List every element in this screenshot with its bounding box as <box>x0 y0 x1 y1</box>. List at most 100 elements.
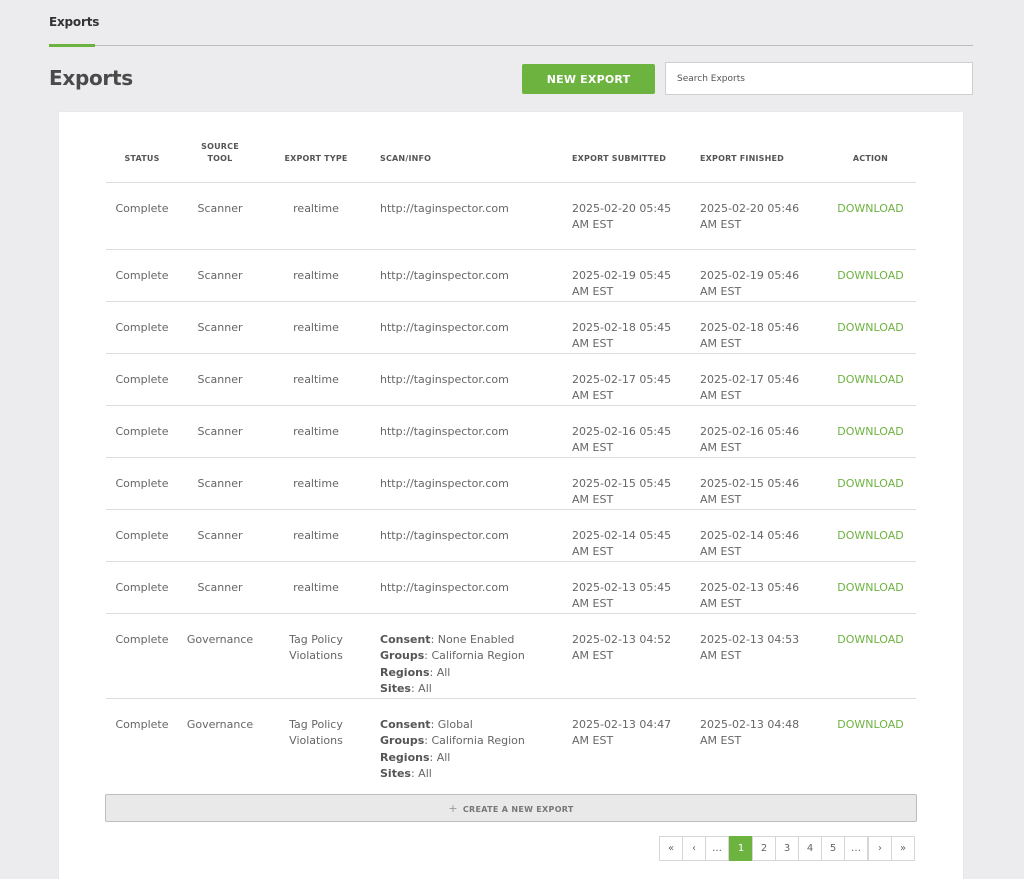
download-link[interactable]: DOWNLOAD <box>837 320 904 334</box>
cell-export-finished: 2025-02-16 05:46 AM EST <box>700 405 825 458</box>
cell-export-finished: 2025-02-13 04:48 AM EST <box>700 698 825 783</box>
cell-source-tool: Governance <box>186 717 254 731</box>
download-link[interactable]: DOWNLOAD <box>837 424 904 438</box>
download-link[interactable]: DOWNLOAD <box>837 528 904 542</box>
table-row: Complete Scanner realtime http://taginspect… <box>106 457 916 510</box>
export-finished-line: 2025-02-13 05:46 <box>700 580 800 594</box>
cell-scan-info: http://taginspector.com <box>370 353 572 406</box>
export-submitted-line: 2025-02-16 05:45 <box>572 424 672 438</box>
page-prev-button[interactable]: ‹ <box>682 836 706 861</box>
info-field-label: Regions <box>380 665 430 679</box>
header-source-line1: SOURCE <box>201 141 239 151</box>
export-finished-line: 2025-02-18 05:46 <box>700 320 800 334</box>
page-last-button[interactable]: » <box>891 836 915 861</box>
cell-export-finished: 2025-02-20 05:46 AM EST <box>700 182 825 250</box>
info-field: Sites: All <box>380 681 572 698</box>
info-field-value: : California Region <box>424 649 525 662</box>
export-finished-line: 2025-02-20 05:46 <box>700 201 800 215</box>
new-export-button[interactable]: NEW EXPORT <box>522 64 655 94</box>
cell-action: DOWNLOAD <box>825 301 916 354</box>
cell-export-type: realtime <box>262 301 370 354</box>
cell-export-type: realtime <box>262 405 370 458</box>
info-field-label: Sites <box>380 682 411 695</box>
export-submitted-line: AM EST <box>572 218 614 231</box>
header-export-submitted: EXPORT SUBMITTED <box>572 136 700 183</box>
cell-export-submitted: 2025-02-14 05:45 AM EST <box>572 509 700 562</box>
create-new-export-label: CREATE A NEW EXPORT <box>462 804 574 814</box>
cell-action: DOWNLOAD <box>825 182 916 250</box>
cell-action: DOWNLOAD <box>825 509 916 562</box>
scan-url: http://taginspector.com <box>380 476 509 490</box>
download-link[interactable]: DOWNLOAD <box>837 580 904 594</box>
table-row: Complete Scanner realtime http://taginspect… <box>106 561 916 614</box>
page-3-button[interactable]: 3 <box>775 836 799 861</box>
export-type-line: realtime <box>293 201 339 215</box>
cell-source-tool: Scanner <box>178 509 262 562</box>
export-submitted-line: 2025-02-17 05:45 <box>572 372 672 386</box>
cell-export-submitted: 2025-02-18 05:45 AM EST <box>572 301 700 354</box>
cell-export-finished: 2025-02-17 05:46 AM EST <box>700 353 825 406</box>
download-link[interactable]: DOWNLOAD <box>837 201 904 215</box>
export-finished-line: AM EST <box>700 337 742 350</box>
page-next-button[interactable]: › <box>868 836 892 861</box>
export-submitted-line: AM EST <box>572 441 614 454</box>
page-5-button[interactable]: 5 <box>821 836 845 861</box>
export-type-line: realtime <box>293 320 339 334</box>
export-finished-line: AM EST <box>700 441 742 454</box>
info-field-value: : All <box>429 750 451 764</box>
export-finished-line: 2025-02-14 05:46 <box>700 528 800 542</box>
cell-source-tool: Scanner <box>178 457 262 510</box>
page-first-button[interactable]: « <box>659 836 683 861</box>
info-field-value: : None Enabled <box>430 632 515 646</box>
download-link[interactable]: DOWNLOAD <box>837 717 904 731</box>
cell-export-submitted: 2025-02-13 04:47 AM EST <box>572 698 700 783</box>
export-finished-line: AM EST <box>700 545 742 558</box>
cell-action: DOWNLOAD <box>825 353 916 406</box>
export-finished-line: AM EST <box>700 734 742 747</box>
export-submitted-line: AM EST <box>572 389 614 402</box>
export-submitted-line: AM EST <box>572 649 614 662</box>
cell-source-tool: Scanner <box>178 405 262 458</box>
tab-exports[interactable]: Exports <box>49 15 99 47</box>
page-1-button[interactable]: 1 <box>729 836 753 861</box>
cell-export-type: realtime <box>262 249 370 302</box>
info-field-label: Groups <box>380 649 425 662</box>
export-finished-line: 2025-02-13 04:48 <box>700 717 800 731</box>
download-link[interactable]: DOWNLOAD <box>837 476 904 490</box>
cell-scan-info: http://taginspector.com <box>370 405 572 458</box>
cell-status: Complete <box>106 182 178 250</box>
active-tab-indicator <box>49 44 95 47</box>
cell-export-finished: 2025-02-13 05:46 AM EST <box>700 561 825 614</box>
cell-action: DOWNLOAD <box>825 249 916 302</box>
export-finished-line: AM EST <box>700 649 742 662</box>
create-new-export-button[interactable]: + CREATE A NEW EXPORT <box>105 794 917 822</box>
cell-export-submitted: 2025-02-20 05:45 AM EST <box>572 182 700 250</box>
export-finished-line: 2025-02-15 05:46 <box>700 476 800 490</box>
header-status: STATUS <box>106 136 178 183</box>
scan-url: http://taginspector.com <box>380 201 509 215</box>
info-field: Consent: None Enabled <box>380 632 572 649</box>
page-ellipsis-end: … <box>844 836 868 861</box>
cell-action: DOWNLOAD <box>825 457 916 510</box>
cell-source-tool: Scanner <box>178 561 262 614</box>
cell-source-tool: Governance <box>178 613 262 699</box>
download-link[interactable]: DOWNLOAD <box>837 268 904 282</box>
cell-scan-info: Consent: None Enabled Groups: California … <box>370 613 572 699</box>
table-row: Complete Governance Tag Policy Violations Co… <box>106 613 916 699</box>
export-type-line: Violations <box>289 649 343 662</box>
download-link[interactable]: DOWNLOAD <box>837 372 904 386</box>
search-exports-input[interactable] <box>665 62 973 95</box>
page-ellipsis-start: … <box>705 836 729 861</box>
header-export-type: EXPORT TYPE <box>262 136 370 183</box>
cell-export-finished: 2025-02-15 05:46 AM EST <box>700 457 825 510</box>
cell-source-tool: Scanner <box>178 301 262 354</box>
download-link[interactable]: DOWNLOAD <box>837 632 904 646</box>
table-row: Complete Scanner realtime http://taginspect… <box>106 249 916 302</box>
export-type-line: realtime <box>293 372 339 386</box>
table-row: Complete Governance Tag Policy Violations Co… <box>106 698 916 783</box>
cell-source-tool: Scanner <box>178 249 262 302</box>
cell-scan-info: http://taginspector.com <box>370 249 572 302</box>
page-2-button[interactable]: 2 <box>752 836 776 861</box>
page-4-button[interactable]: 4 <box>798 836 822 861</box>
info-field-value: : Global <box>430 717 473 731</box>
